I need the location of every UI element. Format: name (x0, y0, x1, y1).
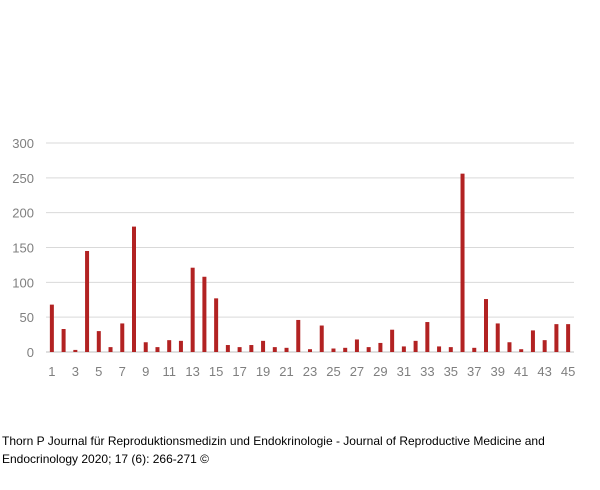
x-tick-label: 29 (373, 364, 387, 379)
y-tick-label: 0 (27, 345, 34, 360)
x-tick-label: 27 (350, 364, 364, 379)
bar-10 (155, 347, 160, 352)
bar-12 (178, 340, 183, 352)
bar-8 (132, 226, 136, 352)
bar-17 (237, 347, 242, 352)
bar-27 (354, 339, 359, 352)
bar-13 (190, 267, 195, 352)
bar-33 (425, 322, 430, 352)
x-tick-label: 13 (185, 364, 199, 379)
x-tick-label: 1 (48, 364, 55, 379)
y-tick-label: 200 (12, 206, 34, 221)
x-tick-label: 21 (279, 364, 293, 379)
x-tick-label: 15 (209, 364, 223, 379)
x-tick-label: 43 (537, 364, 551, 379)
bar-23 (308, 349, 312, 352)
x-tick-label: 35 (444, 364, 458, 379)
bar-45 (566, 324, 571, 352)
bar-2 (61, 329, 66, 352)
bar-7 (120, 323, 125, 352)
x-tick-label: 11 (162, 364, 176, 379)
y-tick-label: 250 (12, 171, 34, 186)
bar-24 (319, 325, 324, 352)
bar-43 (542, 340, 547, 352)
bar-26 (343, 347, 348, 352)
bar-36 (460, 173, 465, 352)
bar-39 (495, 323, 500, 352)
y-axis-ticks: 0 50 100 150 200 250 300 (12, 136, 34, 360)
x-tick-label: 31 (397, 364, 411, 379)
bar-28 (366, 347, 371, 352)
bar-41 (519, 349, 524, 352)
bar-42 (530, 330, 535, 352)
bar-25 (331, 348, 336, 352)
x-tick-label: 9 (142, 364, 149, 379)
bar-30 (390, 329, 395, 352)
bar-40 (507, 342, 512, 352)
bar-37 (472, 347, 477, 352)
x-tick-label: 41 (514, 364, 528, 379)
y-tick-label: 100 (12, 275, 34, 290)
x-tick-label: 17 (232, 364, 246, 379)
x-tick-label: 3 (72, 364, 79, 379)
bar-3 (73, 349, 78, 352)
bar-44 (554, 324, 559, 352)
x-tick-label: 45 (561, 364, 575, 379)
bar-20 (272, 347, 277, 352)
bar-15 (214, 298, 219, 352)
bar-16 (225, 345, 230, 352)
bar-6 (108, 347, 113, 352)
y-tick-label: 300 (12, 136, 34, 151)
gridlines (46, 142, 574, 353)
x-tick-label: 7 (119, 364, 126, 379)
bar-4 (85, 250, 90, 352)
bar-21 (284, 347, 289, 352)
bar-18 (249, 345, 254, 352)
bar-22 (296, 319, 301, 352)
bar-34 (437, 346, 442, 352)
x-tick-label: 33 (420, 364, 434, 379)
bar-32 (413, 340, 418, 352)
x-tick-label: 23 (303, 364, 317, 379)
bar-29 (378, 342, 383, 352)
bar-1 (49, 304, 54, 352)
bar-14 (202, 276, 207, 352)
y-tick-label: 50 (20, 310, 34, 325)
x-tick-label: 5 (95, 364, 102, 379)
bar-19 (261, 340, 266, 352)
bar-35 (448, 347, 453, 352)
bar-11 (167, 340, 172, 352)
bar-31 (401, 346, 406, 352)
figure-caption: Thorn P Journal für Reproduktionsmedizin… (2, 434, 545, 466)
y-tick-label: 150 (12, 241, 34, 256)
bar-9 (143, 342, 148, 352)
x-tick-label: 39 (490, 364, 504, 379)
x-tick-label: 37 (467, 364, 481, 379)
x-tick-label: 25 (326, 364, 340, 379)
bar-38 (484, 299, 488, 352)
bar-5 (96, 331, 101, 352)
x-axis-ticks: 1 3 5 7 9 11 13 15 17 19 21 23 25 27 29 31 33 35 37 39 41 43 4… (48, 364, 575, 379)
x-tick-label: 19 (256, 364, 270, 379)
bars (49, 173, 571, 352)
